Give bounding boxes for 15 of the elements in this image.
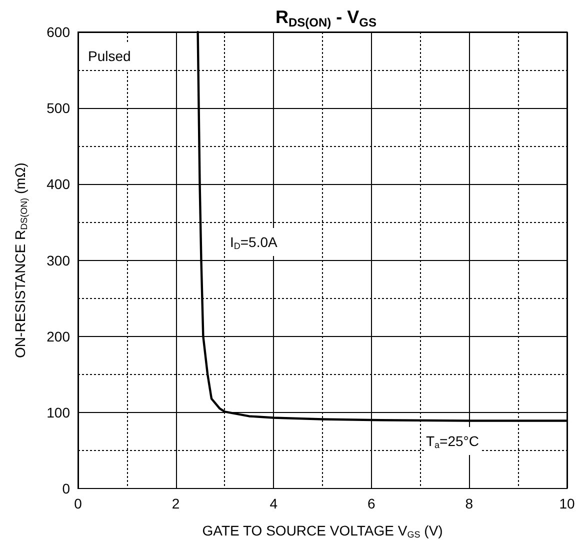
- x-tick-label: 10: [559, 496, 575, 512]
- x-tick-label: 6: [368, 496, 376, 512]
- y-tick-label: 200: [46, 328, 70, 344]
- x-tick-label: 2: [172, 496, 180, 512]
- annotation: Pulsed: [88, 48, 131, 64]
- y-tick-label: 600: [46, 24, 70, 40]
- x-tick-label: 0: [74, 496, 82, 512]
- x-tick-label: 4: [270, 496, 278, 512]
- y-tick-label: 0: [62, 480, 70, 496]
- y-tick-label: 300: [46, 252, 70, 268]
- y-tick-label: 400: [46, 176, 70, 192]
- x-tick-label: 8: [465, 496, 474, 512]
- y-axis-title: ON-RESISTANCE RDS(ON) (mΩ): [12, 162, 29, 358]
- y-tick-label: 500: [46, 100, 70, 116]
- y-tick-label: 100: [46, 404, 70, 420]
